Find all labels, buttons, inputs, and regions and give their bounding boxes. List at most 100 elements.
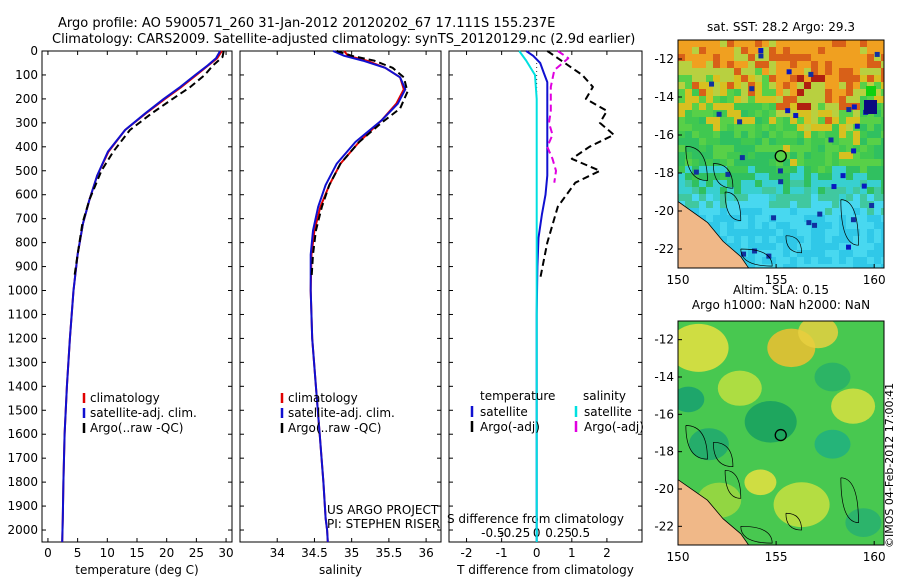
x-tick-label: 34.5 (301, 546, 328, 560)
map-y-tick-label: -20 (654, 204, 674, 218)
sst-cell (692, 54, 700, 62)
x-top-tick-label: 0.25 (545, 526, 572, 540)
sst-cell (874, 201, 882, 209)
sst-cell (776, 173, 784, 181)
sst-cell (839, 159, 847, 167)
sst-cell (741, 222, 749, 230)
sst-cell (720, 236, 728, 244)
sst-cell (762, 75, 770, 83)
sst-cell (797, 159, 805, 167)
legend-label: Argo(..raw -QC) (288, 421, 381, 435)
sst-cell (881, 47, 884, 55)
sst-cell (811, 166, 819, 174)
sst-cell (797, 75, 805, 83)
sst-cell (699, 61, 707, 69)
sst-cell (783, 250, 791, 258)
sst-cell (741, 117, 749, 125)
sst-cell (769, 229, 777, 237)
sst-cell (699, 173, 707, 181)
sst-cell (825, 124, 833, 132)
sst-cell (720, 75, 728, 83)
sst-cell (832, 75, 840, 83)
sst-cell (846, 201, 854, 209)
sst-cell (804, 103, 812, 111)
sst-cell (839, 194, 847, 202)
sst-cell (839, 117, 847, 125)
sst-cell (811, 54, 819, 62)
sst-cell (706, 194, 714, 202)
map-y-tick-label: -18 (654, 166, 674, 180)
sst-cell (734, 131, 742, 139)
sst-cell (762, 215, 770, 223)
sst-cell (804, 222, 812, 230)
sst-cell (867, 222, 875, 230)
sst-cell (748, 96, 756, 104)
sst-cell (713, 96, 721, 104)
sst-cell (818, 243, 826, 251)
sst-cell (811, 138, 819, 146)
x-axis-label: T difference from climatology (456, 563, 634, 577)
sst-cell (755, 138, 763, 146)
depth-tick-label: 500 (15, 164, 38, 178)
sst-cell (713, 68, 721, 76)
sst-cell (811, 40, 819, 48)
sst-cell (769, 208, 777, 216)
sst-cell (867, 180, 875, 188)
sst-cell (755, 89, 763, 97)
sst-cell (699, 82, 707, 90)
sst-cell (692, 201, 700, 209)
sst-cell (776, 222, 784, 230)
sst-cell (853, 264, 861, 268)
sst-cell (804, 47, 812, 55)
sst-cell (741, 96, 749, 104)
sst-cell (748, 61, 756, 69)
sst-cell (748, 54, 756, 62)
sla-blob (773, 482, 830, 528)
sst-cell (832, 166, 840, 174)
sst-cell (720, 166, 728, 174)
sst-cell (811, 159, 819, 167)
sst-cell (699, 103, 707, 111)
sst-cell (860, 138, 868, 146)
sst-cell (839, 187, 847, 195)
sst-cell (846, 159, 854, 167)
sst-cell (727, 110, 735, 118)
sst-cell (727, 180, 735, 188)
sst-cell (692, 194, 700, 202)
sla-blob (831, 388, 876, 424)
sst-cell (769, 82, 777, 90)
sst-cell (825, 187, 833, 195)
sst-cell (692, 117, 700, 125)
sst-cell (720, 131, 728, 139)
sst-cell (748, 117, 756, 125)
sst-cell (748, 187, 756, 195)
sst-cell (790, 229, 798, 237)
sst-cell (762, 82, 770, 90)
sst-cell (678, 103, 686, 111)
sst-cell (846, 236, 854, 244)
sst-speckle (846, 107, 852, 113)
sst-cell (685, 180, 693, 188)
legend-header: salinity (583, 389, 626, 403)
sst-cell (741, 243, 749, 251)
sst-cell (741, 166, 749, 174)
x-tick-label: 0 (533, 546, 541, 560)
sst-cell (790, 103, 798, 111)
legend-label: satellite-adj. clim. (288, 406, 395, 420)
sst-cell (881, 194, 884, 202)
sst-cell (881, 201, 884, 209)
sst-cell (748, 152, 756, 160)
sst-cell (769, 96, 777, 104)
sst-cell (727, 187, 735, 195)
sst-cell (846, 215, 854, 223)
sst-cell (825, 208, 833, 216)
sst-cell (748, 89, 756, 97)
sst-cell (727, 124, 735, 132)
sst-cell (748, 173, 756, 181)
sst-cell (776, 89, 784, 97)
sst-cell (685, 110, 693, 118)
sst-cell (804, 201, 812, 209)
sst-cell (818, 40, 826, 48)
sst-cell (769, 145, 777, 153)
